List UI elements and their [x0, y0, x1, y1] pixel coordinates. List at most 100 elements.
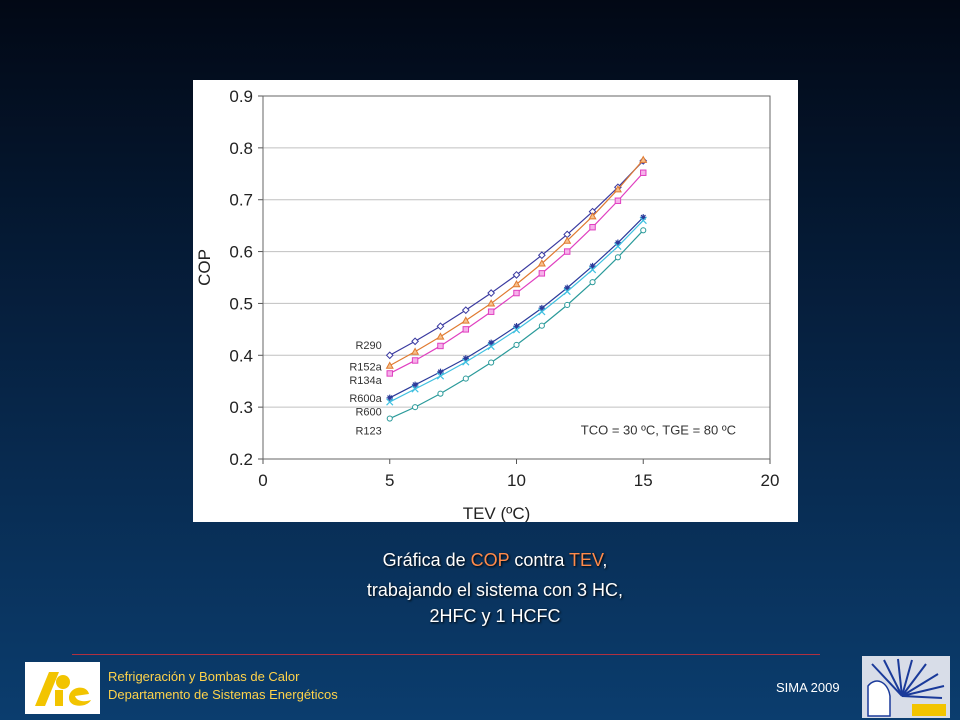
- caption-text: contra: [509, 550, 570, 570]
- data-point: [564, 284, 571, 292]
- data-point: [487, 308, 495, 315]
- data-point: [411, 357, 419, 364]
- data-point: [537, 259, 546, 267]
- footer-line-2: Departamento de Sistemas Energéticos: [108, 687, 338, 702]
- caption-text: ,: [602, 550, 608, 570]
- data-point: [462, 375, 469, 382]
- data-point: [436, 322, 445, 331]
- y-tick-label: 0.7: [229, 191, 253, 210]
- data-point: [563, 248, 571, 255]
- series-label: R134a: [349, 375, 382, 387]
- series-line: [389, 220, 644, 403]
- data-point: [614, 239, 622, 246]
- caption-highlight-tev: TEV: [569, 550, 603, 570]
- data-point: [614, 242, 622, 251]
- data-point: [437, 390, 444, 397]
- footer-event-label: SIMA 2009: [776, 680, 840, 695]
- y-tick-label: 0.2: [229, 450, 253, 469]
- data-point: [538, 304, 546, 312]
- data-point: [614, 197, 622, 204]
- data-point: [412, 404, 419, 411]
- data-point: [462, 355, 469, 362]
- data-point: [639, 155, 648, 163]
- y-tick-label: 0.8: [229, 139, 253, 158]
- data-point: [461, 306, 470, 315]
- data-point: [563, 287, 571, 296]
- data-point: [488, 359, 495, 366]
- caption-text: Gráfica de: [382, 550, 471, 570]
- footer-divider: [72, 654, 820, 655]
- data-point: [462, 326, 470, 333]
- x-tick-label: 20: [761, 471, 780, 490]
- data-point: [588, 266, 597, 274]
- data-point: [437, 368, 444, 376]
- data-point: [513, 341, 520, 348]
- data-point: [537, 251, 546, 260]
- data-point: [436, 332, 445, 340]
- data-point: [512, 270, 521, 279]
- data-point: [614, 254, 621, 261]
- caption-line-3: 2HFC y 1 HCFC: [429, 606, 561, 626]
- data-point: [538, 270, 546, 277]
- data-point: [411, 385, 419, 393]
- data-point: [385, 361, 394, 369]
- chart-panel: 0.2 0.3 0.4 0.5 0.6 0.7 0.8 0.9 0 5 10 15 20 TEV (ºC)…: [193, 80, 798, 522]
- x-tick-label: 15: [634, 471, 653, 490]
- y-axis-label: COP: [195, 249, 214, 286]
- data-point: [437, 342, 444, 350]
- series-line: [389, 159, 644, 367]
- data-point: [386, 398, 394, 406]
- series-label: R600: [355, 406, 381, 418]
- data-point: [513, 323, 520, 330]
- x-tick-label: 5: [385, 471, 394, 490]
- data-point: [538, 308, 546, 316]
- data-point: [386, 394, 393, 402]
- data-point: [411, 381, 419, 389]
- y-tick-label: 0.9: [229, 87, 253, 106]
- data-point: [487, 299, 496, 307]
- caption-highlight-cop: COP: [470, 550, 510, 570]
- y-tick-label: 0.6: [229, 243, 253, 262]
- series-label: R123: [355, 425, 381, 437]
- data-point: [386, 415, 393, 422]
- cie-logo: [25, 662, 100, 714]
- y-tick-label: 0.3: [229, 398, 253, 417]
- data-point: [640, 169, 647, 176]
- footer-line-1: Refrigeración y Bombas de Calor: [108, 669, 300, 684]
- data-point: [386, 370, 393, 377]
- data-point: [487, 339, 495, 347]
- data-point: [639, 216, 647, 225]
- cop-vs-tev-chart: 0.2 0.3 0.4 0.5 0.6 0.7 0.8 0.9 0 5 10 15 20 TEV (ºC)…: [195, 87, 780, 522]
- uni-logo: [862, 656, 950, 718]
- data-point: [461, 316, 470, 324]
- data-point: [640, 214, 647, 221]
- data-point: [589, 279, 596, 286]
- data-point: [589, 223, 596, 231]
- x-tick-label: 10: [507, 471, 526, 490]
- data-point: [613, 185, 622, 193]
- data-point: [563, 236, 572, 244]
- data-point: [589, 262, 596, 270]
- data-point: [436, 372, 445, 380]
- data-point: [487, 289, 496, 297]
- data-point: [512, 280, 521, 288]
- series-label: R600a: [349, 393, 382, 405]
- data-point: [411, 347, 420, 355]
- y-tick-label: 0.5: [229, 294, 253, 313]
- data-point: [512, 326, 521, 334]
- data-point: [588, 212, 597, 220]
- series-label: R152a: [349, 362, 382, 374]
- x-tick-label: 0: [258, 471, 267, 490]
- chart-annotation: TCO = 30 ºC, TGE = 80 ºC: [581, 422, 736, 437]
- data-point: [513, 289, 520, 297]
- data-point: [564, 301, 571, 309]
- caption-line-2: trabajando el sistema con 3 HC,: [366, 580, 624, 600]
- plot-frame: [262, 95, 771, 460]
- data-point: [640, 227, 647, 234]
- series-line: [389, 216, 644, 399]
- data-point: [411, 337, 420, 346]
- x-axis-label: TEV (ºC): [463, 504, 531, 522]
- data-point: [538, 322, 545, 329]
- data-point: [385, 351, 394, 360]
- series-label: R290: [355, 340, 381, 352]
